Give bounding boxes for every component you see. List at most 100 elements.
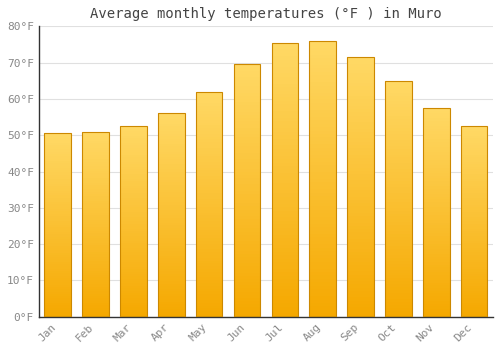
Bar [461, 140, 487, 143]
Bar [423, 163, 450, 166]
Bar [158, 149, 184, 152]
Bar [272, 97, 298, 101]
Bar [82, 162, 109, 164]
Bar [82, 315, 109, 317]
Bar [348, 190, 374, 194]
Bar [385, 128, 411, 131]
Bar [196, 94, 222, 97]
Bar [348, 161, 374, 164]
Bar [310, 203, 336, 206]
Bar [158, 129, 184, 131]
Bar [385, 211, 411, 214]
Bar [348, 187, 374, 190]
Bar [44, 175, 71, 177]
Bar [44, 259, 71, 262]
Bar [348, 245, 374, 248]
Bar [234, 238, 260, 241]
Bar [423, 265, 450, 267]
Bar [461, 226, 487, 229]
Bar [120, 231, 146, 233]
Bar [310, 286, 336, 289]
Bar [385, 255, 411, 258]
Bar [348, 181, 374, 184]
Bar [82, 194, 109, 196]
Bar [348, 210, 374, 213]
Bar [44, 271, 71, 273]
Bar [44, 170, 71, 173]
Bar [348, 281, 374, 284]
Bar [348, 57, 374, 61]
Bar [158, 258, 184, 261]
Bar [196, 241, 222, 244]
Bar [82, 169, 109, 171]
Bar [461, 298, 487, 300]
Bar [423, 225, 450, 228]
Bar [423, 129, 450, 132]
Bar [44, 156, 71, 159]
Bar [385, 81, 411, 84]
Bar [120, 281, 146, 284]
Bar [272, 101, 298, 104]
Bar [348, 67, 374, 70]
Bar [423, 249, 450, 252]
Bar [158, 238, 184, 240]
Bar [423, 145, 450, 147]
Bar [44, 294, 71, 296]
Bar [461, 126, 487, 128]
Bar [348, 239, 374, 242]
Bar [461, 290, 487, 293]
Bar [158, 279, 184, 281]
Bar [272, 70, 298, 74]
Bar [44, 310, 71, 312]
Bar [234, 235, 260, 238]
Bar [348, 262, 374, 265]
Bar [385, 208, 411, 211]
Bar [310, 179, 336, 182]
Bar [158, 169, 184, 172]
Bar [272, 259, 298, 262]
Bar [120, 152, 146, 155]
Bar [158, 266, 184, 268]
Bar [120, 193, 146, 195]
Bar [385, 305, 411, 308]
Bar [82, 301, 109, 303]
Bar [234, 247, 260, 251]
Bar [120, 226, 146, 229]
Bar [385, 252, 411, 255]
Bar [310, 151, 336, 155]
Bar [385, 284, 411, 287]
Bar [423, 202, 450, 204]
Bar [385, 270, 411, 273]
Bar [82, 233, 109, 236]
Bar [348, 174, 374, 177]
Bar [272, 156, 298, 159]
Bar [385, 140, 411, 143]
Bar [120, 262, 146, 264]
Bar [120, 250, 146, 252]
Bar [82, 238, 109, 240]
Bar [44, 182, 71, 184]
Bar [234, 307, 260, 310]
Bar [234, 260, 260, 263]
Bar [196, 111, 222, 114]
Bar [120, 307, 146, 310]
Bar [423, 132, 450, 134]
Bar [348, 57, 374, 317]
Bar [310, 117, 336, 120]
Bar [234, 86, 260, 90]
Bar [272, 53, 298, 56]
Bar [310, 72, 336, 75]
Bar [158, 223, 184, 225]
Bar [385, 149, 411, 152]
Bar [385, 143, 411, 146]
Bar [423, 312, 450, 314]
Bar [385, 258, 411, 261]
Bar [310, 258, 336, 261]
Bar [44, 159, 71, 161]
Bar [310, 79, 336, 82]
Bar [348, 294, 374, 298]
Bar [196, 151, 222, 154]
Bar [44, 275, 71, 278]
Bar [348, 203, 374, 206]
Bar [461, 200, 487, 202]
